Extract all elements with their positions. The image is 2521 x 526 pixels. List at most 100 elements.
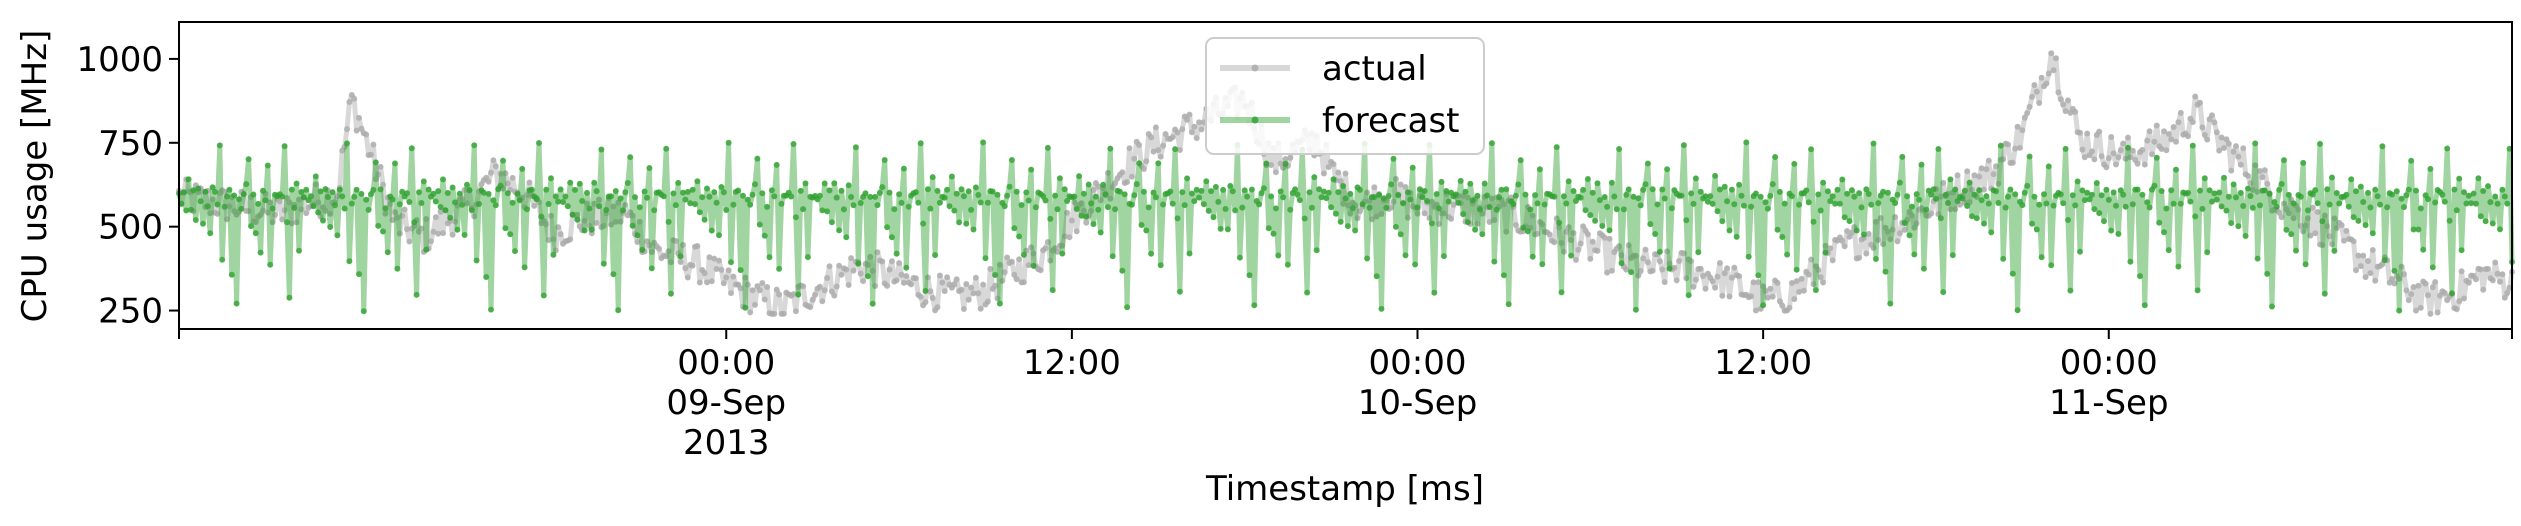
data-point-forecast	[2086, 196, 2093, 203]
data-point-actual	[776, 291, 783, 298]
data-point-forecast	[1020, 251, 1027, 258]
data-point-forecast	[754, 155, 761, 162]
data-point-forecast	[723, 207, 730, 213]
data-point-forecast	[663, 145, 670, 152]
data-point-forecast	[1916, 196, 1923, 203]
data-point-forecast	[1551, 193, 1558, 200]
data-point-forecast	[552, 193, 559, 200]
data-point-actual	[1546, 231, 1553, 238]
data-point-forecast	[946, 203, 953, 210]
data-point-actual	[1884, 228, 1891, 235]
data-point-forecast	[1822, 249, 1829, 256]
data-point-actual	[591, 200, 598, 207]
data-point-forecast	[1179, 189, 1186, 196]
data-point-actual	[1191, 123, 1198, 130]
data-point-forecast	[413, 291, 420, 298]
data-point-forecast	[2007, 186, 2014, 193]
data-point-forecast	[1534, 200, 1541, 207]
data-point-actual	[2341, 237, 2347, 244]
data-point-forecast	[1796, 201, 1803, 208]
data-point-forecast	[267, 261, 274, 268]
data-point-actual	[836, 262, 843, 269]
data-point-forecast	[1829, 193, 1836, 200]
data-point-forecast	[224, 193, 230, 200]
data-point-actual	[2494, 270, 2501, 277]
data-point-forecast	[2235, 223, 2242, 230]
data-point-forecast	[303, 186, 310, 193]
data-point-forecast	[1664, 166, 1671, 173]
data-point-forecast	[1844, 190, 1851, 197]
data-point-actual	[1404, 214, 1411, 221]
data-point-actual	[970, 290, 977, 297]
data-point-actual	[1126, 145, 1133, 152]
data-point-actual	[2065, 97, 2071, 104]
data-point-actual	[1160, 142, 1167, 149]
data-point-actual	[922, 299, 929, 306]
data-point-forecast	[1376, 191, 1383, 198]
x-tick-label: 10-Sep	[1358, 383, 1478, 423]
data-point-forecast	[1385, 193, 1392, 199]
data-point-forecast	[504, 190, 511, 197]
data-point-forecast	[394, 265, 401, 272]
data-point-forecast	[1025, 197, 1032, 204]
data-point-actual	[509, 174, 516, 181]
data-point-forecast	[408, 145, 415, 152]
data-point-forecast	[1023, 189, 1030, 196]
data-point-actual	[2429, 284, 2436, 291]
data-point-forecast	[579, 198, 586, 204]
data-point-forecast	[240, 191, 247, 198]
data-point-actual	[845, 282, 852, 288]
data-point-forecast	[2293, 247, 2299, 254]
data-point-actual	[1577, 240, 1584, 247]
data-point-actual	[2192, 93, 2199, 100]
data-point-actual	[1736, 273, 1743, 280]
data-point-actual	[1558, 240, 1565, 246]
data-point-actual	[843, 266, 850, 273]
data-point-forecast	[1647, 221, 1654, 228]
data-point-forecast	[360, 308, 367, 315]
data-point-forecast	[1649, 186, 1656, 193]
data-point-actual	[1325, 164, 1332, 170]
data-point-actual	[555, 224, 562, 231]
data-point-forecast	[2321, 290, 2328, 297]
data-point-actual	[2305, 215, 2311, 222]
data-point-forecast	[960, 193, 967, 200]
data-point-actual	[1390, 198, 1397, 205]
data-point-actual	[749, 287, 756, 294]
data-point-actual	[2362, 274, 2369, 281]
data-point-forecast	[1131, 192, 1138, 199]
data-point-forecast	[209, 184, 216, 191]
data-point-actual	[1119, 169, 1126, 176]
data-point-forecast	[2134, 186, 2141, 193]
data-point-forecast	[444, 190, 451, 196]
data-point-forecast	[1148, 250, 1155, 257]
data-point-forecast	[418, 200, 425, 206]
data-point-forecast	[2189, 142, 2196, 149]
data-point-forecast	[1935, 146, 1942, 152]
data-point-forecast	[1745, 253, 1752, 260]
data-point-actual	[1128, 173, 1135, 180]
data-point-actual	[2201, 132, 2208, 138]
data-point-actual	[2151, 138, 2158, 145]
data-point-forecast	[1445, 198, 1452, 205]
data-point-actual	[1028, 244, 1035, 251]
data-point-forecast	[802, 180, 809, 187]
data-point-actual	[2326, 233, 2333, 240]
data-point-forecast	[257, 249, 264, 256]
data-point-actual	[927, 288, 934, 295]
data-point-actual	[356, 114, 362, 121]
data-point-forecast	[2115, 231, 2122, 237]
data-point-actual	[1272, 169, 1279, 176]
data-point-actual	[1392, 175, 1399, 182]
data-point-forecast	[372, 159, 379, 166]
data-point-forecast	[2206, 187, 2213, 194]
data-point-forecast	[948, 173, 955, 180]
data-point-forecast	[850, 202, 857, 209]
data-point-forecast	[1356, 186, 1363, 193]
data-point-forecast	[1993, 188, 1999, 195]
data-point-actual	[1188, 129, 1195, 136]
data-point-actual	[464, 200, 470, 207]
data-point-forecast	[1894, 191, 1901, 198]
data-point-forecast	[610, 271, 617, 278]
